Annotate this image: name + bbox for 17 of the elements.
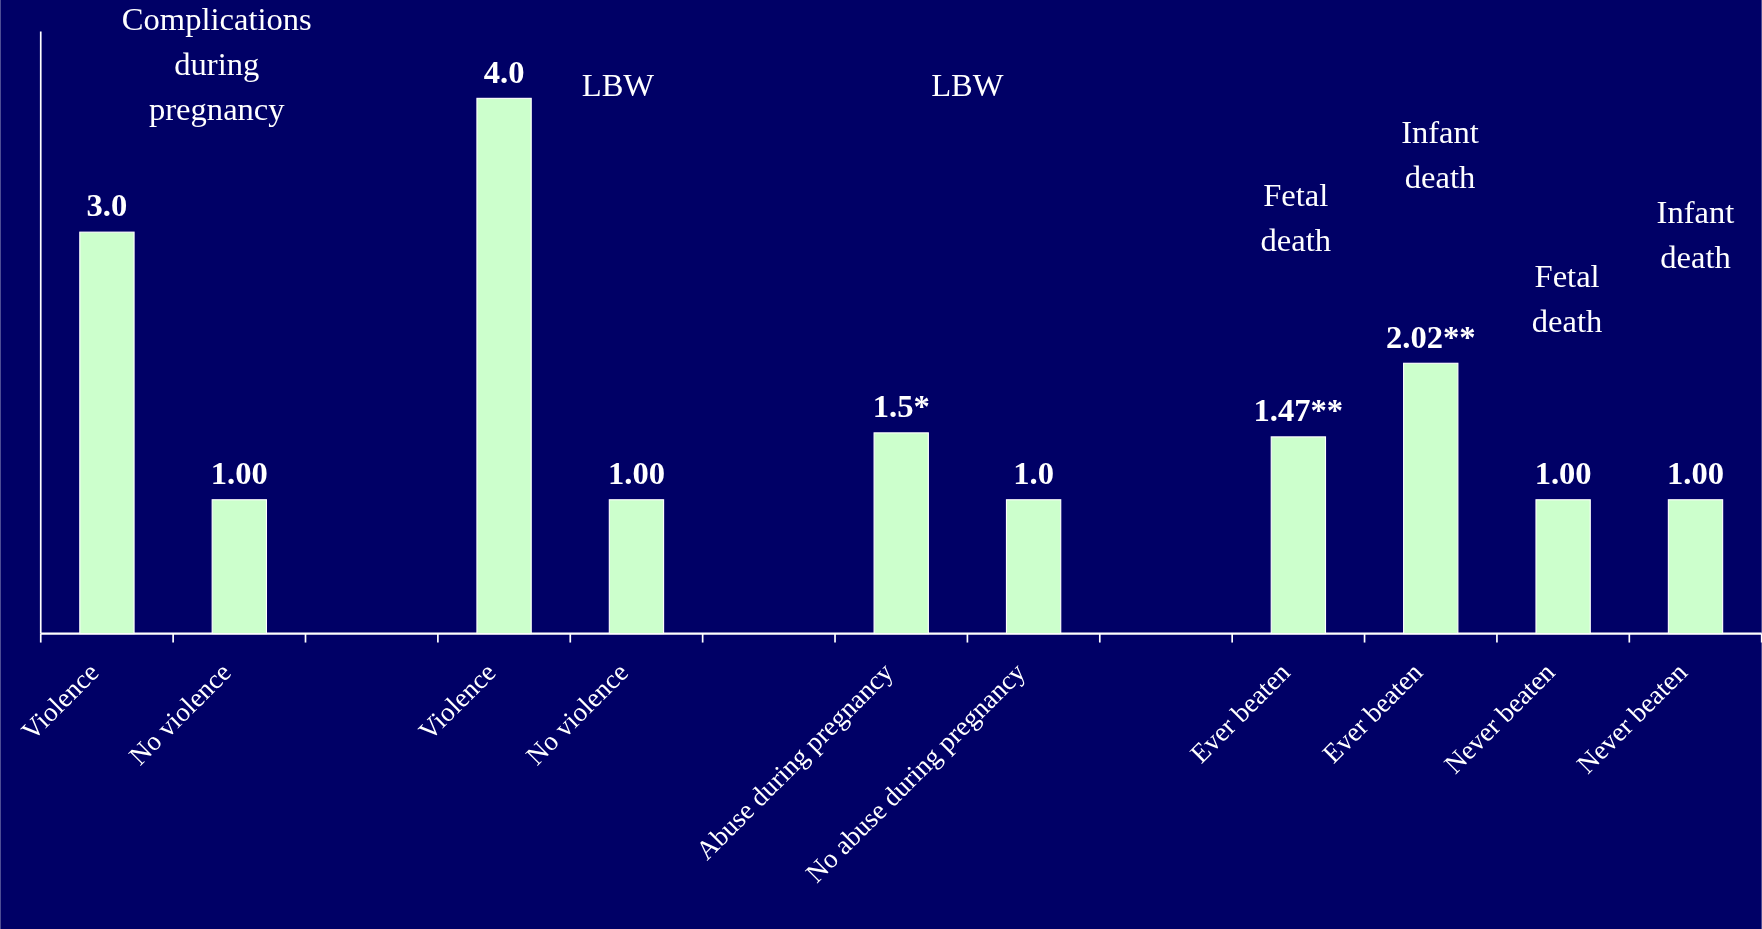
data-label: 1.00	[1534, 455, 1592, 492]
data-label: 1.00	[210, 455, 268, 492]
data-label: 1.0	[1013, 455, 1054, 492]
data-label: 2.02**	[1385, 318, 1476, 355]
data-label: 1.5*	[872, 388, 930, 425]
annotation: Infant death	[1656, 193, 1735, 275]
annotation: LBW	[931, 66, 1004, 103]
data-label: 4.0	[483, 53, 525, 90]
data-label: 1.00	[607, 455, 665, 492]
data-label: 3.0	[86, 187, 128, 224]
annotation: Complications during pregnancy	[121, 1, 312, 128]
annotation: LBW	[581, 66, 655, 103]
annotation: Fetal death	[1531, 257, 1603, 339]
data-label: 1.00	[1667, 455, 1724, 492]
data-label: 1.47**	[1253, 392, 1344, 429]
annotation: Fetal death	[1260, 176, 1331, 258]
annotation: Infant death	[1401, 113, 1479, 195]
